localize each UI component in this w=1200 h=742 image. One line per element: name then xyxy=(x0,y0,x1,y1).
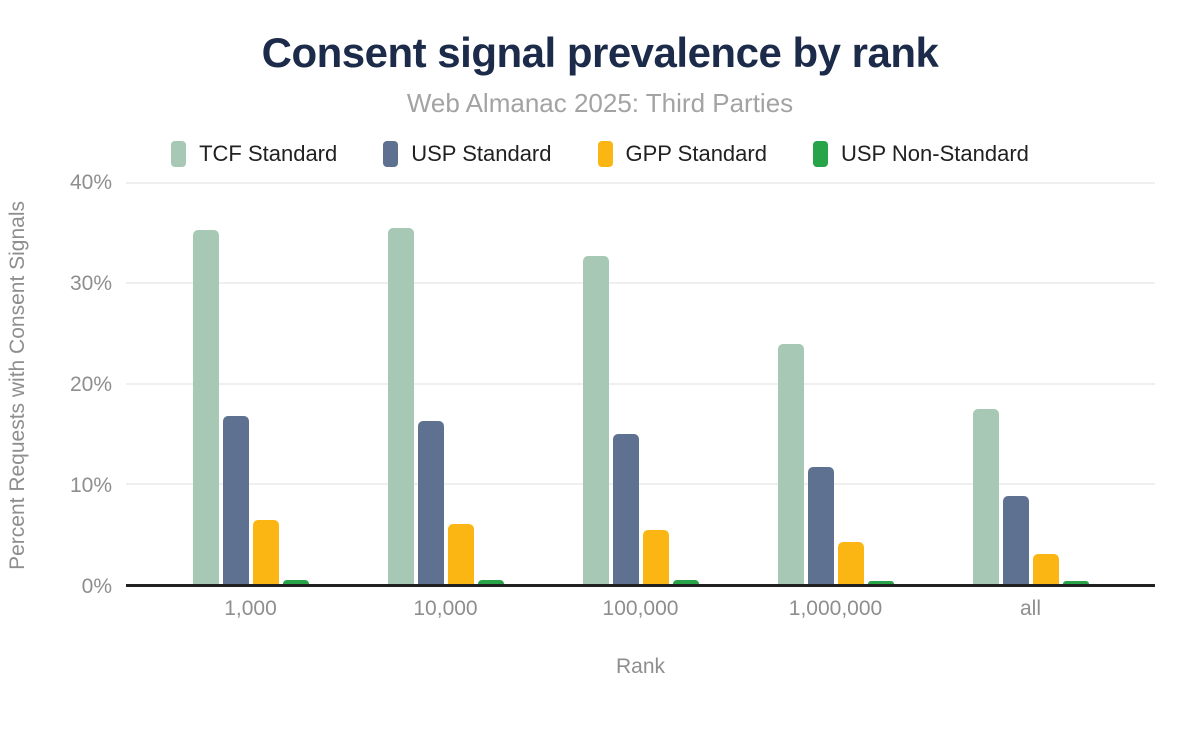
bar-usp-non-standard-all xyxy=(1062,581,1089,585)
x-tick-label: 1,000 xyxy=(224,597,277,621)
bar-groups xyxy=(126,183,1155,585)
legend-item-usp-standard: USP Standard xyxy=(383,141,552,168)
y-axis-title-text: Percent Requests with Consent Signals xyxy=(6,200,29,570)
bar-group-100000 xyxy=(543,183,738,585)
bar-tcf-standard-100000 xyxy=(582,256,609,585)
legend-swatch xyxy=(171,141,187,168)
bar-usp-standard-1000000 xyxy=(807,466,834,585)
x-tick-label: all xyxy=(1019,597,1041,621)
y-tick-label: 30% xyxy=(69,272,112,296)
bar-usp-standard-1000 xyxy=(222,415,249,585)
plot-area xyxy=(126,182,1155,588)
bar-tcf-standard-all xyxy=(972,408,999,585)
legend-label: USP Non-Standard xyxy=(840,141,1029,167)
bar-gpp-standard-100000 xyxy=(642,530,669,585)
gridline xyxy=(126,482,1155,485)
legend-swatch xyxy=(597,141,613,168)
bar-usp-non-standard-1000 xyxy=(282,580,309,585)
bar-group-1000000 xyxy=(738,183,933,585)
y-axis-ticks: 0% 10% 20% 30% 40% xyxy=(36,171,126,598)
bar-gpp-standard-1000000 xyxy=(837,542,864,585)
y-tick-label: 0% xyxy=(81,575,112,599)
bar-group-1000 xyxy=(153,183,348,585)
bar-usp-non-standard-100000 xyxy=(672,580,699,585)
bar-usp-non-standard-1000000 xyxy=(867,581,894,585)
bar-tcf-standard-1000 xyxy=(192,230,219,585)
y-axis-title: Percent Requests with Consent Signals xyxy=(0,183,36,587)
legend-item-usp-non-standard: USP Non-Standard xyxy=(812,141,1029,168)
gridline xyxy=(126,382,1155,385)
chart-title: Consent signal prevalence by rank xyxy=(261,29,939,76)
y-tick-label: 10% xyxy=(69,474,112,498)
bar-group-10000 xyxy=(348,183,543,585)
x-tick-label: 10,000 xyxy=(413,597,478,621)
chart-body: Percent Requests with Consent Signals 0%… xyxy=(0,171,1200,679)
x-tick-label: 1,000,000 xyxy=(788,597,883,621)
legend-swatch xyxy=(383,141,399,168)
legend-label: GPP Standard xyxy=(625,141,767,167)
x-axis-labels: 1,000 10,000 100,000 1,000,000 all xyxy=(126,597,1155,621)
legend-swatch xyxy=(812,141,828,168)
bar-tcf-standard-10000 xyxy=(387,228,414,585)
legend: TCF Standard USP Standard GPP Standard USP … xyxy=(0,141,1200,168)
y-tick-label: 20% xyxy=(69,373,112,397)
bar-usp-standard-100000 xyxy=(612,433,639,585)
x-tick-label: 100,000 xyxy=(602,597,679,621)
gridline xyxy=(126,182,1155,185)
bar-gpp-standard-all xyxy=(1032,554,1059,585)
legend-item-gpp-standard: GPP Standard xyxy=(597,141,767,168)
x-axis-title: Rank xyxy=(615,655,666,679)
gridline xyxy=(126,282,1155,285)
bar-usp-standard-all xyxy=(1002,495,1029,585)
bar-gpp-standard-10000 xyxy=(447,524,474,585)
bar-usp-standard-10000 xyxy=(417,420,444,585)
legend-label: USP Standard xyxy=(411,141,552,167)
bar-usp-non-standard-10000 xyxy=(477,580,504,585)
legend-label: TCF Standard xyxy=(199,141,338,167)
bar-tcf-standard-1000000 xyxy=(777,343,804,585)
plot-column: 1,000 10,000 100,000 1,000,000 all Rank xyxy=(126,182,1155,679)
legend-item-tcf-standard: TCF Standard xyxy=(171,141,338,168)
bar-gpp-standard-1000 xyxy=(252,520,279,585)
y-tick-label: 40% xyxy=(69,171,112,195)
bar-group-all xyxy=(933,183,1128,585)
chart-subtitle: Web Almanac 2025: Third Parties xyxy=(406,88,794,119)
